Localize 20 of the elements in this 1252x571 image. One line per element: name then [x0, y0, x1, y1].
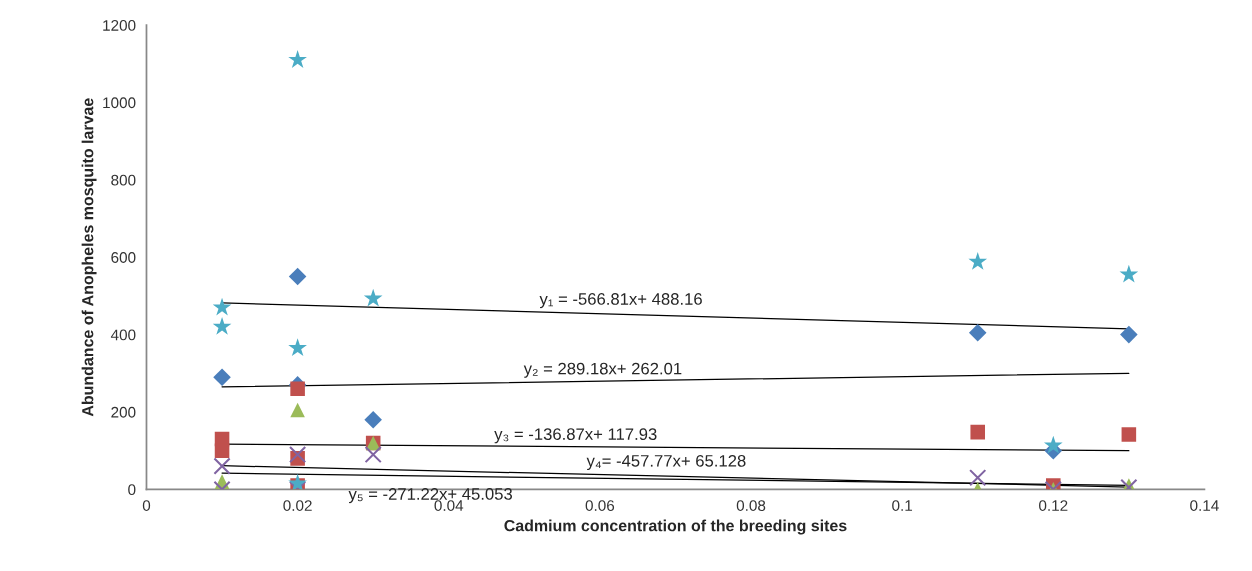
y-tick-label: 200	[111, 406, 136, 418]
annotation: y₁ = -566.81x+ 488.16	[539, 293, 702, 309]
y-tick-label: 400	[110, 329, 136, 341]
y-tick-label: 600	[111, 252, 136, 263]
annotation: y₂ = 289.18x+ 262.01	[523, 362, 682, 378]
y-tick-label: 0	[128, 484, 136, 496]
x-tick-label: 0.08	[736, 500, 766, 511]
x-tick-label: 0	[142, 500, 151, 511]
x-axis-title: Cadmium concentration of the breeding sites	[504, 519, 847, 535]
x-tick-label: 0.02	[283, 500, 312, 511]
y-tick-label: 1200	[103, 19, 136, 31]
x-tick-label: 0.12	[1039, 500, 1068, 511]
x-tick-label: 0.1	[892, 500, 913, 511]
y-tick-label: 800	[111, 174, 136, 186]
x-tick-label: 0.06	[585, 500, 615, 511]
annotation: y₃ = -136.87x+ 117.93	[494, 428, 657, 444]
annotation: y₄= -457.77x+ 65.128	[586, 454, 746, 471]
y-axis-title: Abundance of Anopheles mosquito larvae	[81, 98, 97, 417]
x-tick-label: 0.14	[1190, 500, 1219, 511]
y-tick-label: 1000	[103, 97, 136, 109]
